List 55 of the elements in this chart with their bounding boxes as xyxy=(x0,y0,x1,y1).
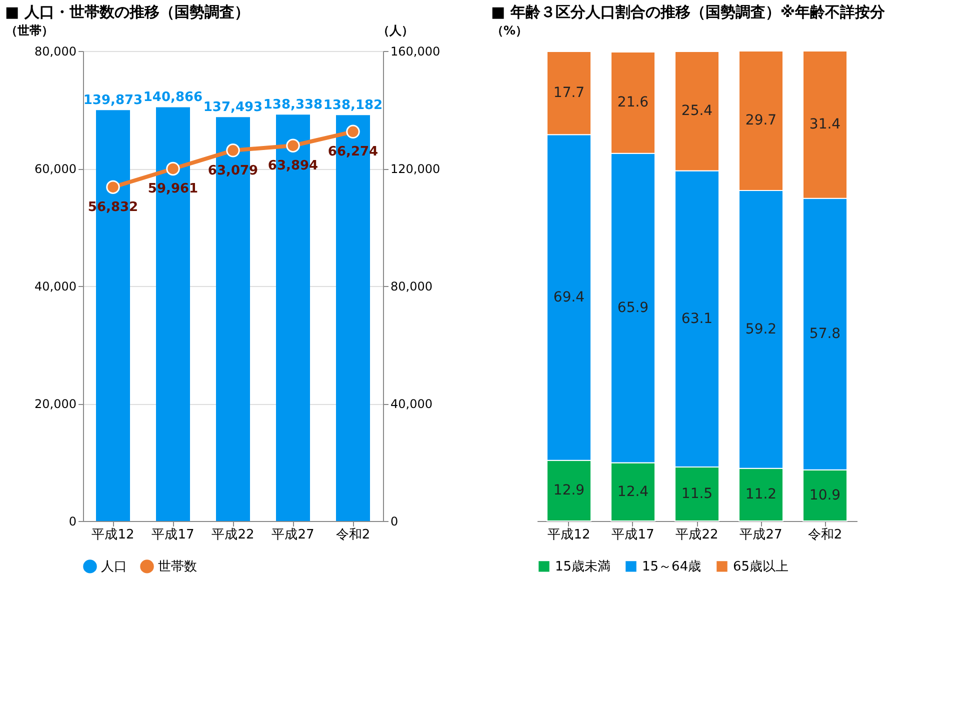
x-tick-label: 平成12 xyxy=(92,528,134,542)
y2-tick-label: 80,000 xyxy=(390,280,432,294)
x-tick-label: 平成27 xyxy=(740,528,782,542)
data-label: 138,182 xyxy=(323,98,383,114)
data-label: 139,873 xyxy=(83,93,143,108)
legend-label: 世帯数 xyxy=(158,559,197,574)
y-tick-label: 20,000 xyxy=(34,397,76,411)
y2-tick-label: 0 xyxy=(390,514,398,528)
point xyxy=(166,162,180,176)
y-tick-label: 60,000 xyxy=(34,162,76,176)
y-tick-label: 80,000 xyxy=(34,44,76,58)
x-tick-label: 平成12 xyxy=(548,528,590,542)
legend-label: 15歳未満 xyxy=(555,559,611,574)
y-axis-title: （世帯） xyxy=(6,24,54,38)
data-label: 12.4 xyxy=(617,484,649,500)
y2-axis-title: （人） xyxy=(378,24,414,38)
data-label: 69.4 xyxy=(553,290,585,306)
y2-tick-label: 160,000 xyxy=(390,44,440,58)
data-label: 11.2 xyxy=(745,486,777,503)
x-tick-label: 令和2 xyxy=(808,528,842,542)
x-tick-label: 令和2 xyxy=(336,528,370,542)
x-tick-label: 平成17 xyxy=(152,528,194,542)
x-tick-label: 平成22 xyxy=(676,528,718,542)
x-tick-label: 平成27 xyxy=(272,528,314,542)
data-label: 29.7 xyxy=(745,112,777,129)
y2-tick-label: 120,000 xyxy=(390,162,440,176)
x-tick-label: 平成22 xyxy=(212,528,254,542)
point xyxy=(346,124,360,138)
legend-label: 人口 xyxy=(101,559,127,574)
legend-label: 65歳以上 xyxy=(733,559,789,574)
data-label: 10.9 xyxy=(809,487,841,504)
data-label: 140,866 xyxy=(143,90,203,106)
point xyxy=(106,180,120,194)
chart-title: ■ 人口・世帯数の推移（国勢調査） xyxy=(5,3,250,21)
data-label: 21.6 xyxy=(617,94,649,111)
y-tick-label: 0 xyxy=(68,514,76,528)
data-label: 11.5 xyxy=(681,486,713,502)
x-tick-label: 平成17 xyxy=(612,528,654,542)
y-axis-title: （%） xyxy=(491,24,528,38)
data-label: 25.4 xyxy=(681,103,713,120)
data-label: 137,493 xyxy=(203,100,263,116)
data-label: 65.9 xyxy=(617,300,649,316)
y-tick-label: 40,000 xyxy=(34,280,76,294)
point xyxy=(286,138,300,152)
data-label: 63.1 xyxy=(681,310,713,327)
data-label: 59.2 xyxy=(745,321,777,338)
data-label: 12.9 xyxy=(553,482,585,499)
legend-label: 15～64歳 xyxy=(642,559,702,574)
data-label: 17.7 xyxy=(553,85,585,102)
data-label: 31.4 xyxy=(809,116,841,133)
chart-title: ■ 年齢３区分人口割合の推移（国勢調査）※年齢不詳按分 xyxy=(490,3,886,21)
y2-tick-label: 40,000 xyxy=(390,397,432,411)
data-label: 57.8 xyxy=(809,326,841,342)
data-label: 138,338 xyxy=(263,98,323,113)
point xyxy=(226,144,240,158)
